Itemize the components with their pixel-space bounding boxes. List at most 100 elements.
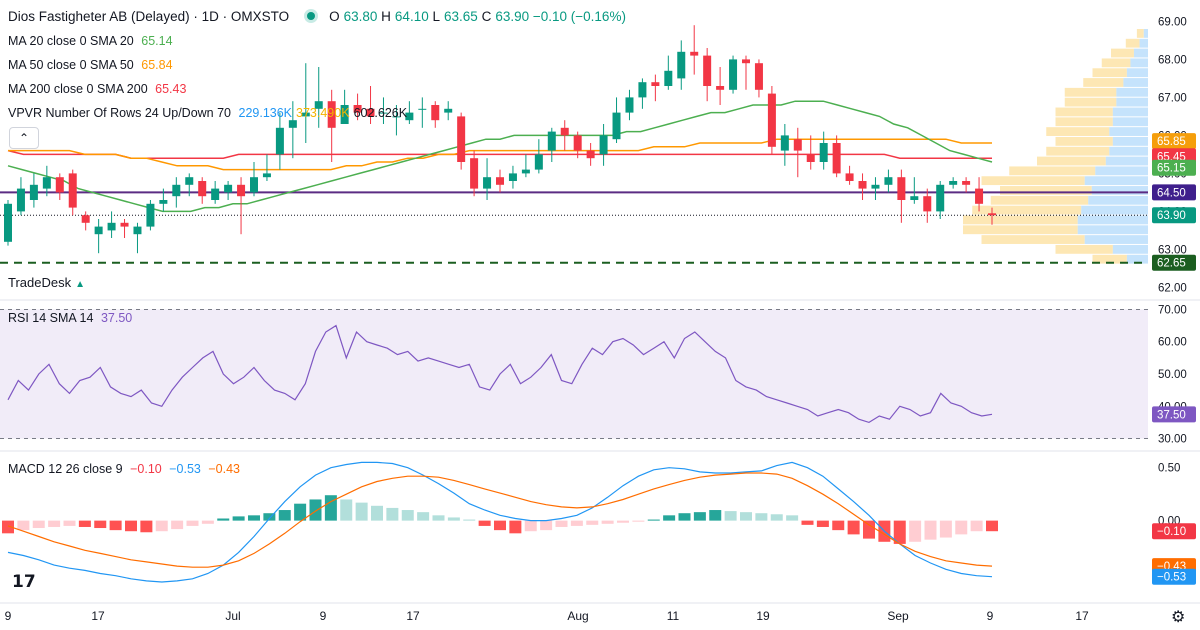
open-label: O <box>329 9 340 24</box>
macd-hist-bar <box>140 520 153 533</box>
macd-hist-bar <box>494 520 506 531</box>
vpvr-up-bar <box>1112 107 1148 117</box>
x-tick-label: 9 <box>320 609 327 623</box>
price-label-text: 65.85 <box>1157 136 1186 148</box>
vpvr-up-bar <box>1084 176 1148 186</box>
candle-body <box>431 105 440 121</box>
candle-body <box>366 108 375 117</box>
candle-body <box>508 173 517 181</box>
macd-hist-bar <box>647 519 660 521</box>
macd-hist-bar <box>524 520 537 532</box>
price-label-badge <box>1152 254 1196 271</box>
ma50-legend[interactable]: MA 50 close 0 SMA 50 65.84 <box>8 57 177 73</box>
vpvr-up-bar <box>1112 244 1148 254</box>
candle-body <box>172 184 181 197</box>
candle-body <box>262 173 271 178</box>
price-label-text: 62.65 <box>1157 258 1186 270</box>
macd-hist-bar <box>955 520 968 535</box>
vpvr-up-bar <box>1091 186 1148 195</box>
vpvr-up-bar <box>1130 58 1148 68</box>
x-tick-label: 11 <box>667 609 680 623</box>
vpvr-down-bar <box>963 225 1078 235</box>
vpvr-up-bar <box>1123 78 1148 87</box>
vpvr-down-bar <box>1037 156 1106 166</box>
candle-body <box>923 196 932 212</box>
macd-hist-bar <box>155 520 168 532</box>
candle-body <box>677 51 686 79</box>
candle-body <box>949 181 958 185</box>
vpvr-down-bar <box>1055 117 1113 127</box>
candle-body <box>237 184 246 197</box>
rsi-legend[interactable]: RSI 14 SMA 14 37.50 <box>8 310 136 326</box>
macd-signal-value: −0.43 <box>208 462 241 476</box>
high-label: H <box>381 9 391 24</box>
vpvr-up-bar <box>1116 87 1148 97</box>
ma20-legend[interactable]: MA 20 close 0 SMA 20 65.14 <box>8 33 177 49</box>
candle-body <box>910 196 919 200</box>
vpvr-up-bar <box>1109 146 1148 156</box>
candle-body <box>884 177 893 185</box>
rsi-tick-label: 30.00 <box>1158 434 1187 446</box>
macd-hist-bar <box>417 512 430 521</box>
candle-body <box>962 181 971 185</box>
candle-body <box>690 51 699 56</box>
tradedesk-brand[interactable]: TradeDesk ▲ <box>8 275 85 290</box>
vpvr-down-bar <box>1125 38 1140 48</box>
macd-hist-bar <box>555 520 568 527</box>
macd-hist-bar <box>540 520 553 531</box>
chevron-up-icon[interactable]: ⌃ <box>9 127 39 149</box>
macd-label-text: −0.10 <box>1157 526 1186 538</box>
macd-hist-bar <box>355 502 368 521</box>
tradingview-logo-icon[interactable]: 17 <box>12 572 36 592</box>
price-label-badge <box>1152 133 1196 150</box>
vpvr-up-bar <box>1105 156 1148 166</box>
ma200-legend[interactable]: MA 200 close 0 SMA 200 65.43 <box>8 81 190 97</box>
macd-hist-bar <box>570 520 583 526</box>
macd-hist-bar <box>48 520 61 527</box>
vpvr-down-bar <box>1055 136 1113 146</box>
macd-hist-bar <box>324 495 337 521</box>
macd-hist-bar <box>386 507 399 521</box>
macd-hist-bar <box>770 514 783 521</box>
vpvr-down-bar <box>1092 254 1127 264</box>
macd-legend[interactable]: MACD 12 26 close 9 −0.10 −0.53 −0.43 <box>8 461 244 477</box>
candle-body <box>586 150 595 159</box>
vpvr-down-bar <box>1136 29 1144 38</box>
vpvr-down-bar <box>1055 107 1113 117</box>
macd-hist-bar <box>94 520 107 529</box>
rsi-value-badge <box>1152 406 1196 423</box>
macd-hist-bar <box>401 510 414 521</box>
chart-header: Dios Fastigheter AB (Delayed) · 1D · OMX… <box>8 9 630 25</box>
macd-hist-bar <box>278 510 291 521</box>
candle-body <box>68 173 77 208</box>
candle-body <box>819 143 828 162</box>
candle-body <box>353 105 362 113</box>
candle-body <box>975 188 984 204</box>
vpvr-down-bar <box>1064 97 1117 107</box>
x-tick-label: 17 <box>1075 609 1089 623</box>
candle-body <box>457 116 466 162</box>
ma200-line <box>7 149 992 159</box>
candle-body <box>16 188 25 212</box>
vpvr-total-value: 602.626K <box>353 106 408 120</box>
volume-profile <box>963 29 1148 264</box>
gear-icon[interactable]: ⚙ <box>1171 609 1186 626</box>
candle-body <box>327 101 336 128</box>
macd-hist-bar <box>617 520 629 523</box>
candle-body <box>780 135 789 151</box>
open-value: 63.80 <box>343 9 378 24</box>
change-value: −0.10 (−0.16%) <box>532 9 626 24</box>
ohlc-values: O 63.80 H 64.10 L 63.65 C 63.90 −0.10 (−0.16… <box>329 9 626 24</box>
macd-hist-bar <box>847 520 860 535</box>
vpvr-legend[interactable]: VPVR Number Of Rows 24 Up/Down 70 229.13… <box>8 105 411 121</box>
candle-body <box>664 70 673 86</box>
vpvr-down-bar <box>1092 68 1127 78</box>
candle-body <box>858 181 867 189</box>
macd-hist-bar <box>632 520 645 522</box>
candle-body <box>107 222 116 231</box>
candle-body <box>651 82 660 86</box>
vpvr-up-bar <box>1088 195 1148 205</box>
macd-hist-bar <box>663 515 676 521</box>
macd-hist-bar <box>724 511 737 521</box>
